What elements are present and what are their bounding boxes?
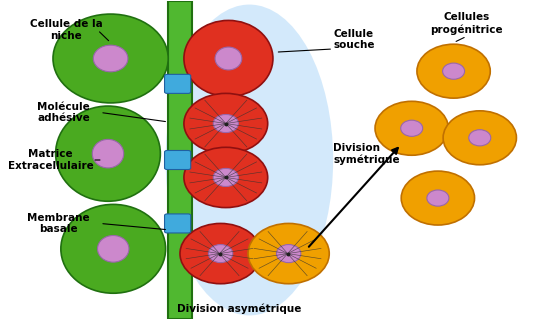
Ellipse shape — [215, 47, 242, 70]
Ellipse shape — [248, 223, 329, 284]
Text: Molécule
adhésive: Molécule adhésive — [37, 102, 90, 123]
Ellipse shape — [443, 111, 516, 165]
Ellipse shape — [208, 244, 233, 263]
Ellipse shape — [55, 106, 160, 201]
Text: Cellule de la
niche: Cellule de la niche — [30, 19, 102, 41]
Ellipse shape — [53, 14, 168, 103]
Ellipse shape — [184, 93, 268, 154]
Ellipse shape — [213, 168, 238, 187]
Ellipse shape — [97, 236, 129, 262]
Ellipse shape — [184, 147, 268, 208]
Ellipse shape — [401, 120, 423, 136]
Ellipse shape — [417, 44, 490, 98]
Text: Division asymétrique: Division asymétrique — [177, 304, 301, 314]
Text: Membrane
basale: Membrane basale — [27, 213, 90, 234]
Ellipse shape — [276, 244, 301, 263]
Ellipse shape — [375, 101, 448, 155]
Ellipse shape — [401, 171, 474, 225]
Text: Cellule
souche: Cellule souche — [333, 29, 375, 50]
Text: Matrice
Extracellulaire: Matrice Extracellulaire — [8, 149, 93, 171]
FancyBboxPatch shape — [164, 150, 191, 170]
Ellipse shape — [61, 204, 165, 293]
Ellipse shape — [165, 4, 333, 316]
Ellipse shape — [184, 20, 273, 97]
Ellipse shape — [94, 45, 128, 72]
FancyBboxPatch shape — [168, 1, 192, 319]
Ellipse shape — [92, 140, 123, 168]
Ellipse shape — [213, 115, 238, 132]
FancyBboxPatch shape — [164, 214, 191, 233]
Ellipse shape — [443, 63, 465, 79]
Ellipse shape — [180, 223, 261, 284]
Text: Cellules
progénitrice: Cellules progénitrice — [430, 12, 503, 35]
Ellipse shape — [427, 190, 449, 206]
Text: Division
symétrique: Division symétrique — [333, 142, 400, 165]
FancyBboxPatch shape — [164, 74, 191, 93]
Ellipse shape — [469, 130, 491, 146]
